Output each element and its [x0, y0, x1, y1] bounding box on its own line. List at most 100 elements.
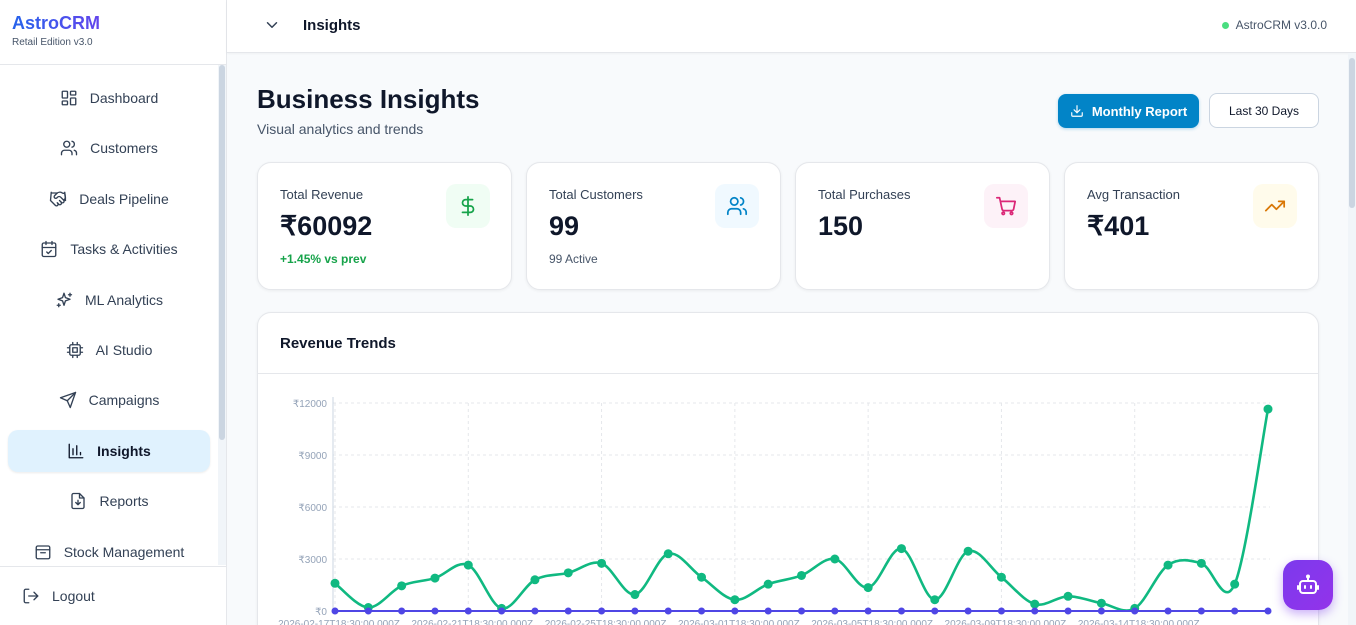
data-point-0 [597, 558, 607, 568]
calendar-check-icon [41, 240, 57, 258]
data-point-0 [430, 573, 440, 583]
sidebar-item-customers[interactable]: Customers [8, 127, 210, 169]
logout-label: Logout [52, 588, 95, 604]
stat-change: +1.45% vs prev [280, 252, 367, 266]
revenue-trends-card: Revenue Trends ₹0 ₹3000 ₹6000 ₹9000 ₹12000 20… [257, 312, 1319, 625]
version-indicator: AstroCRM v3.0.0 [1221, 18, 1327, 32]
send-icon [59, 391, 76, 409]
logout-icon [23, 588, 39, 604]
stat-value: ₹60092 [280, 211, 373, 241]
sidebar-scrollbar-thumb[interactable] [219, 65, 225, 440]
data-point-1 [398, 607, 406, 615]
date-range-select[interactable]: Last 30 Days [1209, 93, 1319, 128]
data-point-0 [896, 544, 906, 554]
monthly-report-label: Monthly Report [1091, 103, 1188, 119]
x-tick-label: 2026-03-05T18:30:00.000Z [811, 619, 933, 625]
main-scrollbar-thumb[interactable] [1349, 58, 1355, 208]
stat-card-avg-transaction: Avg Transaction ₹401 [1064, 162, 1319, 290]
series-line-0 [334, 408, 1270, 612]
sidebar-item-campaigns[interactable]: Campaigns [8, 379, 210, 421]
page-subtitle: Visual analytics and trends [257, 121, 424, 137]
sidebar-item-insights[interactable]: Insights [8, 430, 210, 472]
ai-assistant-button[interactable] [1283, 560, 1333, 610]
data-point-1 [1231, 607, 1239, 615]
stat-icon-box [984, 184, 1028, 228]
sidebar-item-tasks-activities[interactable]: Tasks & Activities [8, 228, 210, 270]
data-point-1 [631, 607, 639, 615]
stat-icon-box [446, 184, 490, 228]
stat-card-total-customers: Total Customers 99 99 Active [526, 162, 781, 290]
data-point-1 [897, 607, 905, 615]
stat-sub: 99 Active [549, 252, 598, 266]
data-point-1 [431, 607, 439, 615]
data-point-0 [1230, 579, 1240, 589]
cart-icon [995, 196, 1017, 216]
logout-button[interactable]: Logout [0, 566, 226, 625]
cpu-icon [66, 341, 83, 359]
monthly-report-button[interactable]: Monthly Report [1058, 94, 1199, 128]
sidebar-item-label: ML Analytics [84, 292, 164, 308]
data-point-0 [1063, 591, 1073, 601]
data-point-1 [831, 607, 839, 615]
data-point-0 [463, 560, 473, 570]
sidebar-item-stock-management[interactable]: Stock Management [8, 531, 210, 562]
data-point-0 [996, 572, 1006, 582]
data-point-1 [498, 607, 506, 615]
data-point-0 [397, 581, 407, 591]
data-point-1 [331, 607, 339, 615]
data-point-1 [1097, 607, 1105, 615]
sidebar-item-label: Stock Management [63, 544, 185, 560]
chevron-down-icon[interactable] [263, 16, 281, 34]
data-point-1 [1164, 607, 1172, 615]
sidebar-item-label: Insights [97, 443, 151, 459]
data-point-1 [1131, 607, 1139, 615]
brand-name: AstroCRM [12, 12, 214, 34]
stat-card-total-revenue: Total Revenue ₹60092 +1.45% vs prev [257, 162, 512, 290]
stat-value: ₹401 [1087, 211, 1150, 241]
sidebar-item-dashboard[interactable]: Dashboard [8, 77, 210, 119]
data-point-0 [697, 572, 707, 582]
data-point-1 [464, 607, 472, 615]
data-point-0 [1263, 404, 1273, 414]
sidebar-item-ml-analytics[interactable]: ML Analytics [8, 279, 210, 321]
data-point-0 [730, 595, 740, 605]
stat-label: Total Revenue [280, 187, 364, 202]
stat-label: Avg Transaction [1087, 187, 1180, 202]
data-point-0 [797, 570, 806, 580]
sidebar-item-label: Dashboard [89, 90, 159, 106]
y-tick-label: ₹9000 [298, 451, 327, 462]
y-tick-label: ₹12000 [293, 399, 328, 410]
stat-card-total-purchases: Total Purchases 150 [795, 162, 1050, 290]
x-tick-label: 2026-03-09T18:30:00.000Z [945, 619, 1067, 625]
sidebar-item-ai-studio[interactable]: AI Studio [8, 329, 210, 371]
users-icon [60, 140, 78, 156]
sidebar-item-reports[interactable]: Reports [8, 480, 210, 522]
data-point-0 [663, 549, 673, 559]
x-tick-label: 2026-03-14T18:30:00.000Z [1078, 619, 1200, 625]
stat-icon-box [1253, 184, 1297, 228]
data-point-1 [531, 607, 539, 615]
data-point-1 [1031, 607, 1039, 615]
main-scrollbar-track[interactable] [1348, 53, 1356, 625]
y-tick-label: ₹3000 [298, 555, 327, 566]
stat-label: Total Purchases [818, 187, 911, 202]
sidebar-item-label: Campaigns [88, 392, 160, 408]
data-point-0 [830, 554, 840, 564]
chart-title: Revenue Trends [280, 335, 396, 352]
download-icon [1070, 105, 1083, 117]
data-point-0 [763, 579, 773, 589]
divider [258, 373, 1318, 374]
data-point-0 [1096, 598, 1106, 608]
data-point-0 [1030, 599, 1040, 609]
data-point-1 [1064, 607, 1072, 615]
x-tick-label: 2026-02-25T18:30:00.000Z [545, 619, 667, 625]
data-point-0 [630, 590, 640, 600]
data-point-1 [364, 607, 372, 615]
data-point-0 [1163, 560, 1173, 570]
stat-label: Total Customers [549, 187, 643, 202]
revenue-trends-chart: ₹0 ₹3000 ₹6000 ₹9000 ₹12000 2026-02-17T18:30:… [278, 397, 1273, 625]
sidebar-item-deals-pipeline[interactable]: Deals Pipeline [8, 178, 210, 220]
data-point-0 [930, 595, 940, 605]
package-icon [35, 545, 51, 560]
data-point-1 [997, 607, 1005, 615]
